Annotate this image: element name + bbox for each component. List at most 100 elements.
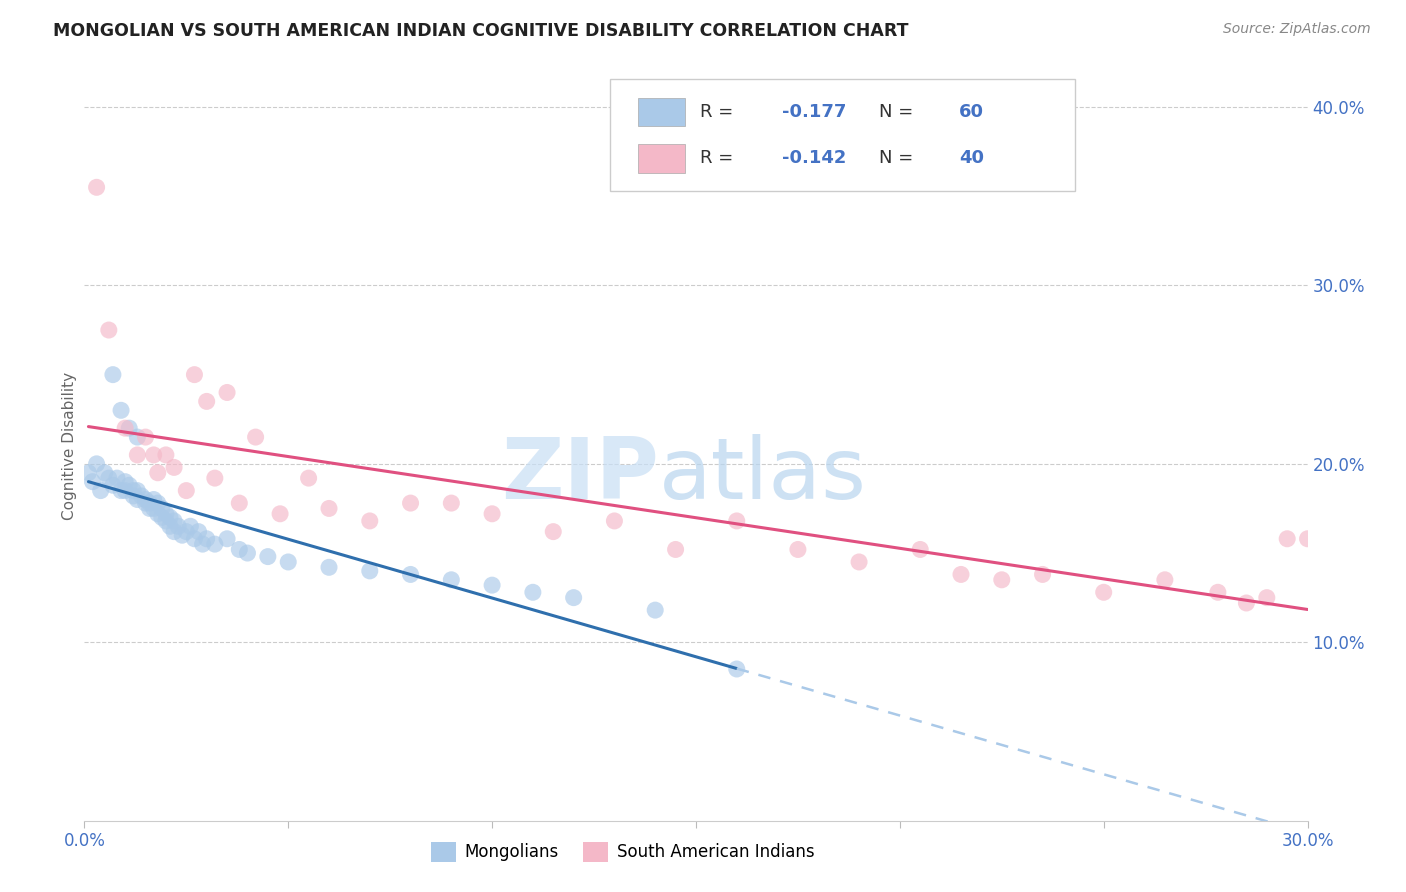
Point	[183, 532, 205, 546]
Point	[155, 507, 177, 521]
Text: 40: 40	[959, 149, 984, 168]
Point	[910, 542, 932, 557]
Point	[138, 496, 160, 510]
Point	[665, 542, 688, 557]
Point	[1092, 585, 1115, 599]
Point	[77, 466, 100, 480]
Text: R =: R =	[700, 149, 738, 168]
Point	[543, 524, 565, 539]
Point	[110, 403, 132, 417]
Point	[150, 510, 173, 524]
Point	[183, 368, 205, 382]
Point	[90, 483, 112, 498]
Point	[122, 483, 145, 498]
Point	[101, 478, 124, 492]
Point	[481, 578, 503, 592]
Point	[228, 496, 250, 510]
Point	[787, 542, 810, 557]
FancyBboxPatch shape	[610, 78, 1076, 191]
Point	[277, 555, 299, 569]
Point	[86, 457, 108, 471]
Point	[167, 519, 190, 533]
Point	[257, 549, 280, 564]
Point	[1206, 585, 1229, 599]
Point	[562, 591, 585, 605]
Point	[644, 603, 666, 617]
Point	[204, 537, 226, 551]
Point	[269, 507, 291, 521]
Point	[155, 514, 177, 528]
Point	[725, 662, 748, 676]
Point	[848, 555, 870, 569]
Point	[179, 519, 201, 533]
Point	[228, 542, 250, 557]
Point	[146, 507, 169, 521]
Point	[127, 492, 149, 507]
Point	[135, 492, 157, 507]
Point	[82, 475, 104, 489]
Point	[318, 501, 340, 516]
Point	[97, 323, 120, 337]
Point	[155, 448, 177, 462]
Point	[110, 483, 132, 498]
Point	[146, 466, 169, 480]
Point	[191, 537, 214, 551]
Point	[101, 368, 124, 382]
Point	[440, 573, 463, 587]
Point	[1032, 567, 1054, 582]
Point	[142, 501, 165, 516]
Point	[217, 532, 239, 546]
Point	[950, 567, 973, 582]
Point	[135, 430, 157, 444]
Text: Source: ZipAtlas.com: Source: ZipAtlas.com	[1223, 22, 1371, 37]
Point	[1296, 532, 1319, 546]
Point	[118, 421, 141, 435]
Point	[138, 501, 160, 516]
Point	[195, 394, 218, 409]
Point	[163, 460, 186, 475]
Point	[204, 471, 226, 485]
Point	[159, 519, 181, 533]
Point	[217, 385, 239, 400]
Legend: Mongolians, South American Indians: Mongolians, South American Indians	[425, 835, 821, 869]
Point	[142, 492, 165, 507]
Point	[114, 475, 136, 489]
Point	[97, 471, 120, 485]
Point	[159, 510, 181, 524]
Point	[399, 496, 422, 510]
Bar	[638, 97, 685, 126]
Point	[118, 478, 141, 492]
Point	[114, 421, 136, 435]
Point	[1277, 532, 1299, 546]
Point	[150, 501, 173, 516]
Point	[725, 514, 748, 528]
Point	[236, 546, 259, 560]
Point	[318, 560, 340, 574]
Point	[440, 496, 463, 510]
Point	[195, 532, 218, 546]
Point	[163, 524, 186, 539]
Point	[93, 466, 115, 480]
Text: N =: N =	[880, 103, 920, 120]
Point	[245, 430, 267, 444]
Point	[135, 496, 157, 510]
Point	[127, 448, 149, 462]
Y-axis label: Cognitive Disability: Cognitive Disability	[62, 372, 77, 520]
Point	[142, 448, 165, 462]
Point	[105, 471, 128, 485]
Point	[1236, 596, 1258, 610]
Point	[131, 489, 153, 503]
Point	[122, 489, 145, 503]
Point	[187, 524, 209, 539]
Point	[522, 585, 544, 599]
Point	[114, 483, 136, 498]
Point	[298, 471, 321, 485]
Point	[399, 567, 422, 582]
Text: -0.177: -0.177	[782, 103, 846, 120]
Point	[127, 430, 149, 444]
Text: MONGOLIAN VS SOUTH AMERICAN INDIAN COGNITIVE DISABILITY CORRELATION CHART: MONGOLIAN VS SOUTH AMERICAN INDIAN COGNI…	[53, 22, 908, 40]
Point	[1154, 573, 1177, 587]
Point	[86, 180, 108, 194]
Point	[127, 483, 149, 498]
Text: N =: N =	[880, 149, 920, 168]
